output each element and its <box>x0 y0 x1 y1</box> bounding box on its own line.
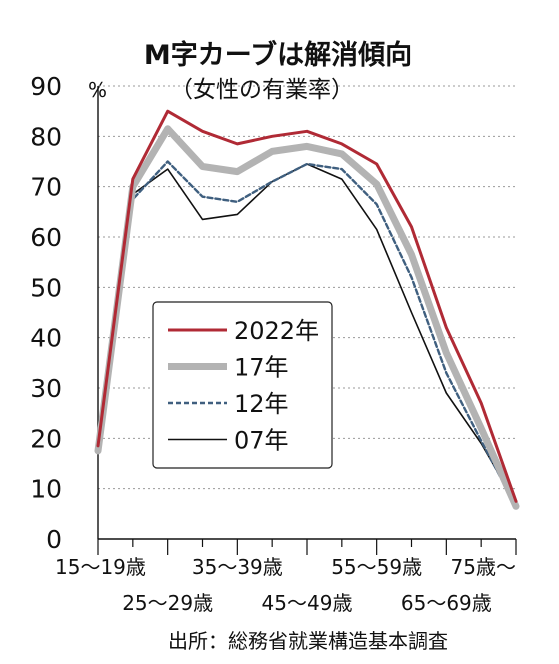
series-line-2 <box>96 160 518 508</box>
x-tick-label: 35〜39歳 <box>192 555 283 579</box>
x-tick-label: 65〜69歳 <box>401 591 492 615</box>
y-tick-label: 30 <box>30 374 62 403</box>
x-tick-label: 55〜59歳 <box>331 555 422 579</box>
x-tick-label: 45〜49歳 <box>262 591 353 615</box>
chart-title: M字カーブは解消傾向 <box>144 39 412 71</box>
series-lines <box>94 109 520 510</box>
x-axis-tick-labels: 15〜19歳 35〜39歳 55〜59歳 75歳〜 25〜29歳 45〜49歳 65〜69歳 <box>55 555 516 615</box>
y-tick-label: 0 <box>46 525 62 554</box>
x-tick-label: 15〜19歳 <box>55 555 146 579</box>
legend-box <box>152 301 333 469</box>
axes <box>97 86 517 555</box>
legend: 2022年 17年 12年 07年 <box>152 301 333 469</box>
legend-label: 12年 <box>234 390 289 418</box>
series-line-1 <box>94 125 520 510</box>
y-tick-label: 70 <box>30 173 62 202</box>
y-tick-label: 90 <box>30 72 62 101</box>
y-tick-label: 80 <box>30 122 62 151</box>
x-tick-label: 75歳〜 <box>451 555 516 579</box>
y-tick-label: 10 <box>30 475 62 504</box>
y-tick-label: 20 <box>30 424 62 453</box>
source-note: 出所：総務省就業構造基本調査 <box>168 629 448 653</box>
x-tick-label: 25〜29歳 <box>122 591 213 615</box>
y-tick-label: 60 <box>30 223 62 252</box>
chart-subtitle: （女性の有業率） <box>170 77 354 103</box>
y-tick-label: 50 <box>30 273 62 302</box>
legend-label: 07年 <box>234 427 289 455</box>
y-tick-label: 40 <box>30 324 62 353</box>
y-axis-tick-labels: 0 10 20 30 40 50 60 70 80 90 <box>30 72 62 554</box>
series-line-0 <box>96 109 518 503</box>
legend-label: 17年 <box>234 354 289 382</box>
legend-label: 2022年 <box>234 317 319 345</box>
